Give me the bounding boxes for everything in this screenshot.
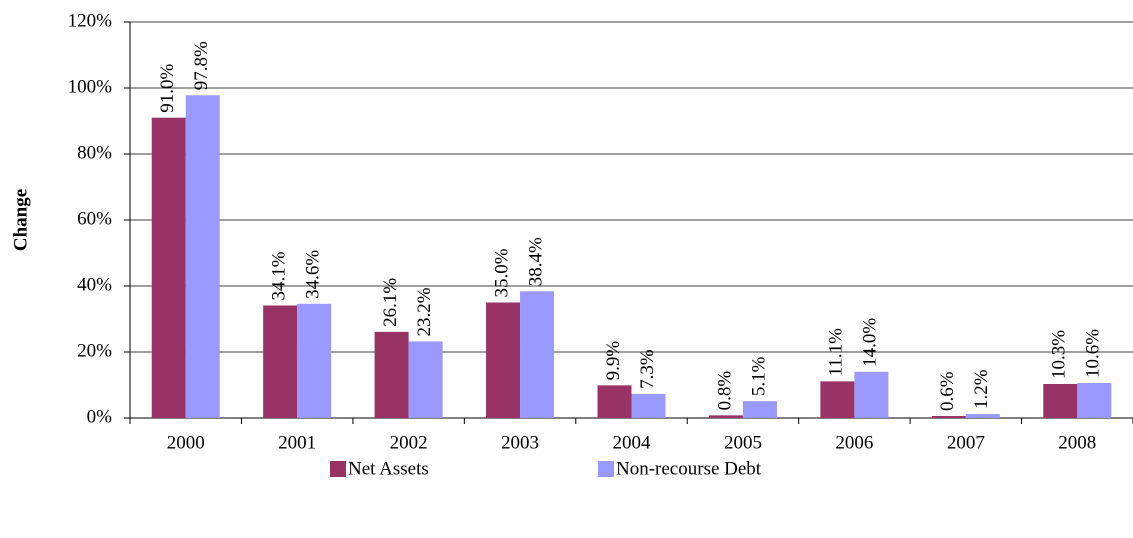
bar <box>708 415 743 418</box>
bar <box>854 371 889 418</box>
y-tick-label: 20% <box>77 340 112 361</box>
legend-swatch <box>598 461 614 477</box>
legend-label: Non-recourse Debt <box>616 458 762 479</box>
value-label: 10.6% <box>1083 329 1104 378</box>
bar <box>1043 384 1078 418</box>
bar <box>742 401 777 418</box>
bar <box>820 381 855 418</box>
value-label: 10.3% <box>1049 330 1070 379</box>
value-label: 34.1% <box>269 251 290 300</box>
value-label: 35.0% <box>491 248 512 297</box>
value-label: 5.1% <box>748 356 769 396</box>
bar <box>297 303 332 418</box>
value-label: 9.9% <box>603 341 624 381</box>
value-label: 0.6% <box>937 371 958 411</box>
bar <box>374 331 409 418</box>
bar <box>965 414 1000 418</box>
x-tick-label: 2000 <box>167 432 205 453</box>
value-label: 97.8% <box>191 41 212 90</box>
y-tick-label: 120% <box>68 10 113 31</box>
bar <box>597 385 632 418</box>
x-tick-label: 2008 <box>1058 432 1096 453</box>
x-tick-label: 2005 <box>724 432 762 453</box>
x-tick-label: 2006 <box>835 432 873 453</box>
value-label: 7.3% <box>637 349 658 389</box>
value-label: 38.4% <box>525 237 546 286</box>
x-tick-label: 2003 <box>501 432 539 453</box>
bar <box>931 416 966 418</box>
x-tick-label: 2007 <box>947 432 985 453</box>
legend-label: Net Assets <box>348 458 429 479</box>
bar <box>1077 383 1112 418</box>
bar <box>408 341 443 418</box>
value-label: 34.6% <box>303 250 324 299</box>
bar <box>151 117 186 418</box>
bar <box>520 291 555 418</box>
value-label: 26.1% <box>380 278 401 327</box>
y-tick-label: 60% <box>77 208 112 229</box>
bar <box>486 302 521 418</box>
value-label: 0.8% <box>714 371 735 411</box>
y-tick-label: 40% <box>77 274 112 295</box>
bar <box>263 305 298 418</box>
y-axis-title: Change <box>10 189 31 251</box>
value-label: 14.0% <box>860 318 881 367</box>
value-label: 1.2% <box>971 369 992 409</box>
value-label: 23.2% <box>414 287 435 336</box>
x-tick-label: 2001 <box>278 432 316 453</box>
bar <box>631 393 666 418</box>
bar <box>185 95 220 418</box>
y-tick-label: 80% <box>77 142 112 163</box>
y-tick-label: 100% <box>68 76 113 97</box>
x-tick-label: 2004 <box>613 432 652 453</box>
x-tick-label: 2002 <box>390 432 428 453</box>
value-label: 91.0% <box>157 63 178 112</box>
legend-swatch <box>330 461 346 477</box>
y-tick-label: 0% <box>87 406 113 427</box>
value-label: 11.1% <box>826 328 847 377</box>
